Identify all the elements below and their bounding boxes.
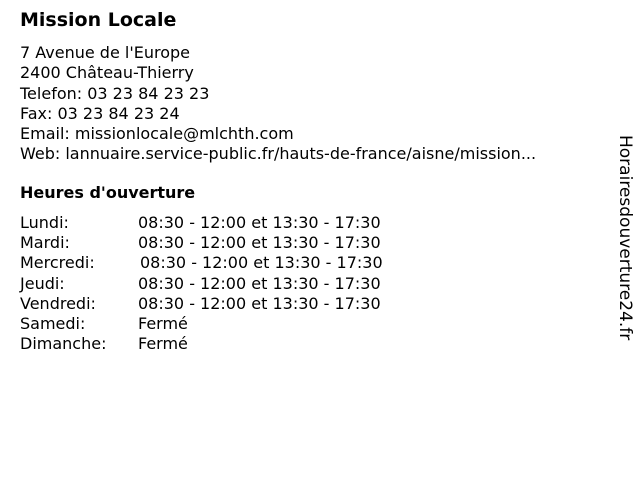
day-label: Mercredi: <box>20 253 95 273</box>
hours-heading: Heures d'ouverture <box>20 183 196 202</box>
hours-row: Mardi: 08:30 - 12:00 et 13:30 - 17:30 <box>20 233 383 253</box>
day-hours: 08:30 - 12:00 et 13:30 - 17:30 <box>138 213 381 232</box>
day-label: Samedi: <box>20 314 86 334</box>
day-label: Dimanche: <box>20 334 107 354</box>
website: Web: lannuaire.service-public.fr/hauts-d… <box>20 144 537 164</box>
day-hours: 08:30 - 12:00 et 13:30 - 17:30 <box>138 273 381 293</box>
contact-info: 7 Avenue de l'Europe 2400 Château-Thierr… <box>20 43 536 165</box>
hours-row: Dimanche: Fermé <box>20 334 383 354</box>
fax: Fax: 03 23 84 23 24 <box>20 103 180 123</box>
email: Email: missionlocale@mlchth.com <box>20 124 294 144</box>
day-hours: 08:30 - 12:00 et 13:30 - 17:30 <box>138 293 381 313</box>
hours-row: Vendredi: 08:30 - 12:00 et 13:30 - 17:30 <box>20 294 383 314</box>
hours-row: Jeudi: 08:30 - 12:00 et 13:30 - 17:30 <box>20 274 383 294</box>
city: 2400 Château-Thierry <box>20 63 194 83</box>
day-hours: Fermé <box>138 314 188 334</box>
day-hours: 08:30 - 12:00 et 13:30 - 17:30 <box>138 233 381 253</box>
hours-row: Mercredi: 08:30 - 12:00 et 13:30 - 17:30 <box>20 253 383 273</box>
watermark-text: Horairesdouverture24.fr <box>615 135 635 341</box>
day-label: Jeudi: <box>20 273 65 293</box>
day-hours: 08:30 - 12:00 et 13:30 - 17:30 <box>140 253 383 273</box>
day-label: Mardi: <box>20 233 70 253</box>
hours-row: Lundi: 08:30 - 12:00 et 13:30 - 17:30 <box>20 213 383 233</box>
day-hours: Fermé <box>138 334 188 354</box>
phone: Telefon: 03 23 84 23 23 <box>20 83 210 103</box>
street-address: 7 Avenue de l'Europe <box>20 43 190 62</box>
business-name: Mission Locale <box>20 9 177 31</box>
hours-row: Samedi: Fermé <box>20 314 383 334</box>
day-label: Vendredi: <box>20 293 96 313</box>
day-label: Lundi: <box>20 213 69 232</box>
hours-table: Lundi: 08:30 - 12:00 et 13:30 - 17:30 Mar… <box>20 213 383 354</box>
